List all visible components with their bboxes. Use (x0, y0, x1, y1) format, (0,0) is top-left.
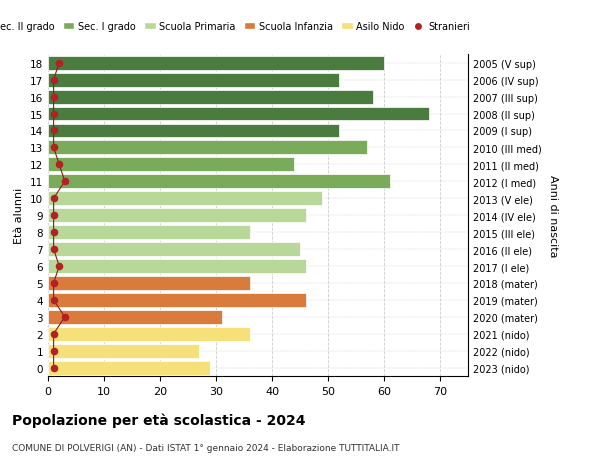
Point (49, 145, 58, 152)
Point (55, 60, 64, 67)
Point (49, 77, 58, 84)
Bar (48, 124, 339, 138)
Point (49, 347, 58, 355)
Point (49, 364, 58, 372)
Point (49, 94, 58, 101)
Bar (48, 158, 295, 172)
Legend: Sec. II grado, Sec. I grado, Scuola Primaria, Scuola Infanzia, Asilo Nido, Stran: Sec. II grado, Sec. I grado, Scuola Prim… (0, 18, 474, 36)
Y-axis label: Età alunni: Età alunni (14, 188, 25, 244)
Bar (48, 293, 305, 307)
Bar (48, 209, 305, 223)
Point (49, 111, 58, 118)
Bar (48, 90, 373, 104)
Point (60, 178, 70, 185)
Bar (48, 73, 339, 87)
Point (49, 128, 58, 135)
Point (60, 313, 70, 321)
Bar (48, 192, 322, 206)
Bar (48, 361, 211, 375)
Bar (48, 259, 305, 274)
Bar (48, 243, 300, 257)
Bar (48, 226, 250, 240)
Text: COMUNE DI POLVERIGI (AN) - Dati ISTAT 1° gennaio 2024 - Elaborazione TUTTITALIA.: COMUNE DI POLVERIGI (AN) - Dati ISTAT 1°… (12, 443, 400, 452)
Bar (48, 327, 250, 341)
Point (49, 297, 58, 304)
Point (55, 161, 64, 168)
Bar (48, 107, 429, 121)
Bar (48, 56, 384, 71)
Bar (48, 175, 389, 189)
Point (55, 263, 64, 270)
Point (49, 330, 58, 338)
Point (49, 246, 58, 253)
Point (49, 229, 58, 236)
Point (49, 195, 58, 202)
Bar (48, 276, 250, 290)
Bar (48, 310, 221, 324)
Bar (48, 141, 367, 155)
Point (49, 280, 58, 287)
Bar (48, 344, 199, 358)
Text: Popolazione per età scolastica - 2024: Popolazione per età scolastica - 2024 (12, 413, 305, 428)
Y-axis label: Anni di nascita: Anni di nascita (548, 174, 558, 257)
Point (49, 212, 58, 219)
